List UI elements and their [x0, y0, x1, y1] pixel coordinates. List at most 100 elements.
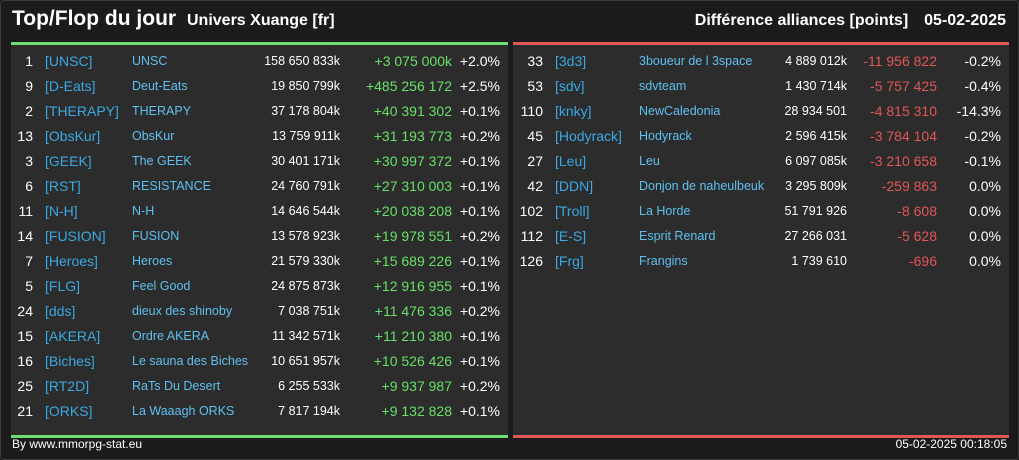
percent-cell: 0.0%: [969, 178, 1001, 194]
alliance-row: 25 [RT2D] RaTs Du Desert 6 255 533k +9 937 9…: [11, 374, 508, 399]
rank-cell: 11: [18, 203, 33, 219]
alliance-tag-link[interactable]: [Heroes]: [45, 253, 98, 269]
alliance-tag-link[interactable]: [Biches]: [45, 353, 95, 369]
percent-cell: +0.2%: [459, 128, 500, 144]
rank-cell: 42: [527, 178, 543, 194]
diff-cell: +10 526 426: [373, 353, 452, 369]
alliance-tag-link[interactable]: [DDN]: [555, 178, 594, 194]
percent-cell: -0.4%: [964, 78, 1001, 94]
alliance-name-link[interactable]: ObsKur: [132, 129, 175, 143]
alliance-tag-link[interactable]: [UNSC]: [45, 53, 93, 69]
percent-cell: +2.5%: [459, 78, 500, 94]
diff-cell: +40 391 302: [373, 103, 452, 119]
alliance-name-link[interactable]: Donjon de naheulbeuk: [639, 179, 765, 193]
points-cell: 1 739 610: [791, 254, 847, 268]
alliance-tag-link[interactable]: [ORKS]: [45, 403, 93, 419]
points-cell: 7 038 751k: [278, 304, 340, 318]
alliance-tag-link[interactable]: [FLG]: [45, 278, 81, 294]
alliance-name-link[interactable]: La Waaagh ORKS: [132, 404, 235, 418]
points-cell: 27 266 031: [784, 229, 847, 243]
points-cell: 24 875 873k: [271, 279, 340, 293]
points-cell: 11 342 571k: [272, 329, 340, 343]
points-cell: 30 401 171k: [271, 154, 340, 168]
alliance-name-link[interactable]: La Horde: [639, 204, 691, 218]
diff-cell: -696: [908, 253, 937, 269]
alliance-name-link[interactable]: Feel Good: [132, 279, 191, 293]
alliance-tag-link[interactable]: [RST]: [45, 178, 81, 194]
percent-cell: 0.0%: [969, 253, 1001, 269]
diff-cell: -3 210 658: [870, 153, 937, 169]
alliance-name-link[interactable]: dieux des shinoby: [132, 304, 233, 318]
alliance-name-link[interactable]: RESISTANCE: [132, 179, 211, 193]
alliance-name-link[interactable]: FUSION: [132, 229, 180, 243]
diff-cell: +20 038 208: [373, 203, 452, 219]
alliance-tag-link[interactable]: [knky]: [555, 103, 592, 119]
alliance-tag-link[interactable]: [sdv]: [555, 78, 585, 94]
points-cell: 19 850 799k: [271, 79, 340, 93]
alliance-name-link[interactable]: Esprit Renard: [639, 229, 716, 243]
diff-cell: -5 757 425: [870, 78, 937, 94]
alliance-tag-link[interactable]: [dds]: [45, 303, 76, 319]
rank-cell: 2: [25, 103, 33, 119]
alliance-row: 16 [Biches] Le sauna des Biches 10 651 957k…: [11, 349, 508, 374]
alliance-row: 53 [sdv] sdvteam 1 430 714k -5 757 425 -0.4%: [513, 74, 1009, 99]
alliance-name-link[interactable]: N-H: [132, 204, 155, 218]
universe-label: Univers Xuange [fr]: [187, 12, 335, 29]
alliance-row: 45 [Hodyrack] Hodyrack 2 596 415k -3 784 104…: [513, 124, 1009, 149]
diff-cell: +9 937 987: [381, 378, 452, 394]
points-cell: 51 791 926: [784, 204, 847, 218]
rank-cell: 53: [527, 78, 543, 94]
alliance-name-link[interactable]: RaTs Du Desert: [132, 379, 221, 393]
diff-cell: +27 310 003: [373, 178, 452, 194]
alliance-tag-link[interactable]: [3d3]: [555, 53, 587, 69]
alliance-tag-link[interactable]: [D-Eats]: [45, 78, 96, 94]
rank-cell: 7: [25, 253, 33, 269]
alliance-tag-link[interactable]: [Leu]: [555, 153, 587, 169]
rank-cell: 13: [17, 128, 33, 144]
percent-cell: 0.0%: [969, 203, 1001, 219]
alliance-name-link[interactable]: sdvteam: [639, 79, 687, 93]
alliance-name-link[interactable]: Hodyrack: [639, 129, 692, 143]
alliance-tag-link[interactable]: [E-S]: [555, 228, 587, 244]
rank-cell: 9: [25, 78, 33, 94]
alliance-tag-link[interactable]: [RT2D]: [45, 378, 90, 394]
percent-cell: -0.2%: [964, 128, 1001, 144]
alliance-name-link[interactable]: THERAPY: [132, 104, 192, 118]
top-losers-panel: 33 [3d3] 3boueur de l 3space 4 889 012k -11 …: [513, 42, 1009, 438]
alliance-tag-link[interactable]: [ObsKur]: [45, 128, 101, 144]
rank-cell: 5: [25, 278, 33, 294]
alliance-name-link[interactable]: The GEEK: [132, 154, 192, 168]
alliance-tag-link[interactable]: [THERAPY]: [45, 103, 119, 119]
alliance-name-link[interactable]: Leu: [639, 154, 660, 168]
alliance-name-link[interactable]: Heroes: [132, 254, 173, 268]
alliance-name-link[interactable]: Le sauna des Biches: [132, 354, 249, 368]
diff-cell: -259 863: [881, 178, 937, 194]
alliance-tag-link[interactable]: [GEEK]: [45, 153, 92, 169]
alliance-tag-link[interactable]: [Troll]: [555, 203, 590, 219]
alliance-tag-link[interactable]: [FUSION]: [45, 228, 106, 244]
diff-cell: +11 476 336: [374, 303, 452, 319]
alliance-tag-link[interactable]: [AKERA]: [45, 328, 101, 344]
percent-cell: 0.0%: [969, 228, 1001, 244]
alliance-tag-link[interactable]: [Frg]: [555, 253, 584, 269]
percent-cell: +0.2%: [459, 303, 500, 319]
alliance-name-link[interactable]: NewCaledonia: [639, 104, 721, 118]
alliance-name-link[interactable]: Ordre AKERA: [132, 329, 210, 343]
alliance-name-link[interactable]: 3boueur de l 3space: [639, 54, 753, 68]
percent-cell: +0.2%: [459, 228, 500, 244]
alliance-tag-link[interactable]: [Hodyrack]: [555, 128, 622, 144]
rank-cell: 3: [25, 153, 33, 169]
rank-cell: 21: [17, 403, 33, 419]
points-cell: 24 760 791k: [271, 179, 340, 193]
percent-cell: +0.1%: [459, 403, 500, 419]
points-cell: 13 759 911k: [272, 129, 340, 143]
source-credit: By www.mmorpg-stat.eu: [12, 437, 143, 451]
percent-cell: +0.1%: [459, 153, 500, 169]
points-cell: 28 934 501: [784, 104, 847, 118]
alliance-name-link[interactable]: UNSC: [132, 54, 168, 68]
diff-cell: -5 628: [897, 228, 937, 244]
diff-cell: +19 978 551: [373, 228, 452, 244]
alliance-tag-link[interactable]: [N-H]: [45, 203, 78, 219]
alliance-name-link[interactable]: Frangins: [639, 254, 688, 268]
alliance-name-link[interactable]: Deut-Eats: [132, 79, 188, 93]
